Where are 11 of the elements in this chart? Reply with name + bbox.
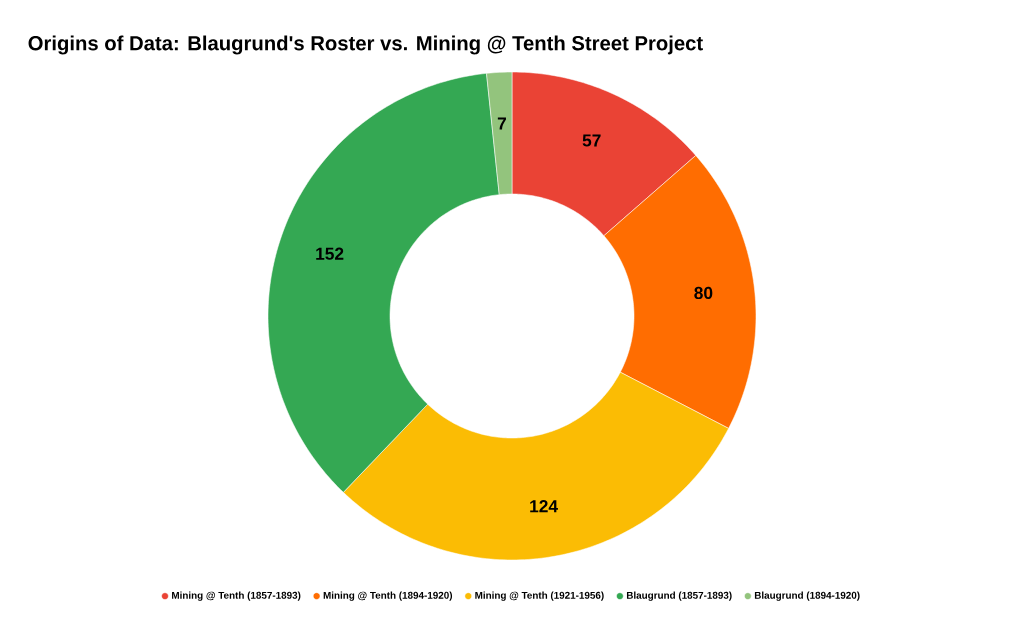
chart-title: Origins of Data: Blaugrund's Roster vs. Mining @ Tenth Street Project <box>28 35 703 55</box>
legend-label: Mining @ Tenth (1894-1920) <box>323 591 453 601</box>
data-label: 7 <box>497 117 506 130</box>
legend-label: Blaugrund (1894-1920) <box>754 591 860 601</box>
legend-label: Blaugrund (1857-1893) <box>626 591 732 601</box>
legend-label: Mining @ Tenth (1857-1893) <box>172 591 301 601</box>
data-label: 80 <box>694 286 713 300</box>
data-label: 152 <box>316 247 344 260</box>
data-label: 124 <box>530 500 558 513</box>
legend-label: Mining @ Tenth (1921-1956) <box>475 591 604 601</box>
data-label: 57 <box>582 134 601 147</box>
